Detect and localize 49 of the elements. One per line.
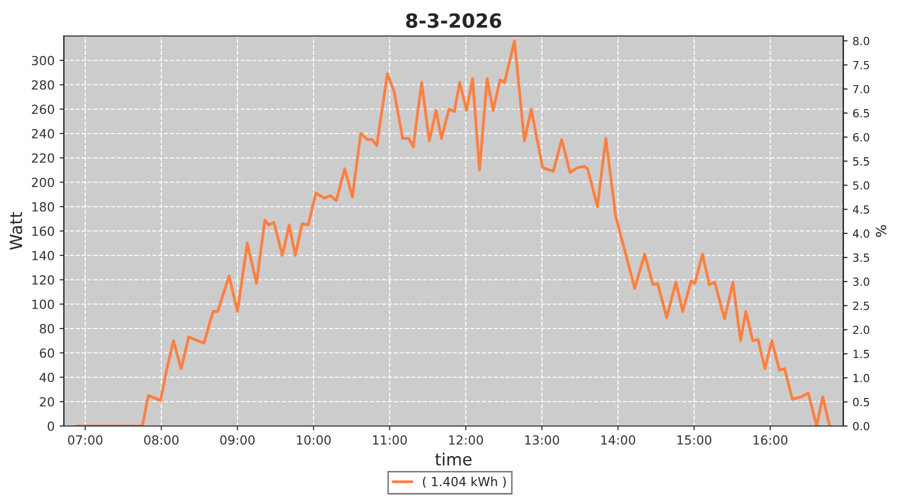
y-tick-label: 300 [32,56,54,66]
y2-tick-label: 3.0 [853,278,870,286]
y2-tick-label: 4.5 [852,205,870,214]
y2-tick-label: 7.5 [853,61,870,70]
y-tick-label: 280 [32,80,54,90]
y2-axis-title: % [876,225,886,237]
line-series [75,39,831,426]
y-tick-label: 120 [32,275,54,285]
y2-tick-label: 5.0 [853,181,870,190]
y2-tick-label: 6.5 [853,109,870,118]
chart-title: 8-3-2026 [406,13,502,28]
x-tick-label: 13:00 [525,435,560,445]
x-axis-title: time [435,452,472,466]
y-tick-label: 0 [48,421,54,431]
y2-tick-label: 6.0 [853,133,870,142]
y-tick-label: 200 [32,178,54,188]
y2-tick-label: 2.0 [853,326,870,334]
x-tick-label: 15:00 [677,435,712,445]
y2-tick-label: 0.5 [853,398,870,406]
y2-tick-label: 3.5 [853,253,870,262]
y2-tick-label: 2.5 [853,302,870,310]
x-tick-label: 14:00 [601,435,636,445]
y-tick-label: 220 [32,153,54,163]
y2-tick-label: 0.0 [853,422,870,430]
legend-label: ( 1.404 kWh ) [422,476,506,488]
y-tick-label: 80 [40,324,54,334]
y-tick-label: 140 [32,250,54,260]
y-tick-label: 240 [32,128,54,138]
y2-tick-label: 1.0 [854,374,870,382]
x-tick-label: 16:00 [754,435,788,445]
y2-tick-label: 1.5 [854,350,870,358]
x-tick-label: 09:00 [220,435,255,445]
x-tick-label: 10:00 [296,435,331,445]
y-tick-label: 100 [32,300,54,310]
y-tick-label: 60 [40,348,54,358]
y2-tick-label: 4.0 [852,229,870,238]
y-tick-label: 160 [32,226,54,236]
x-tick-label: 12:00 [449,435,483,445]
y2-tick-label: 8.0 [853,36,870,46]
x-tick-label: 08:00 [144,435,179,445]
y2-tick-label: 7.0 [853,84,870,94]
x-tick-label: 11:00 [373,435,407,445]
x-tick-label: 07:00 [68,435,102,445]
y-tick-label: 180 [32,202,54,212]
y-tick-label: 260 [32,104,54,114]
y-axis-title: Watt [10,212,22,250]
y2-tick-label: 5.5 [853,157,870,166]
y-tick-label: 20 [40,397,54,407]
y-tick-label: 40 [40,372,54,382]
